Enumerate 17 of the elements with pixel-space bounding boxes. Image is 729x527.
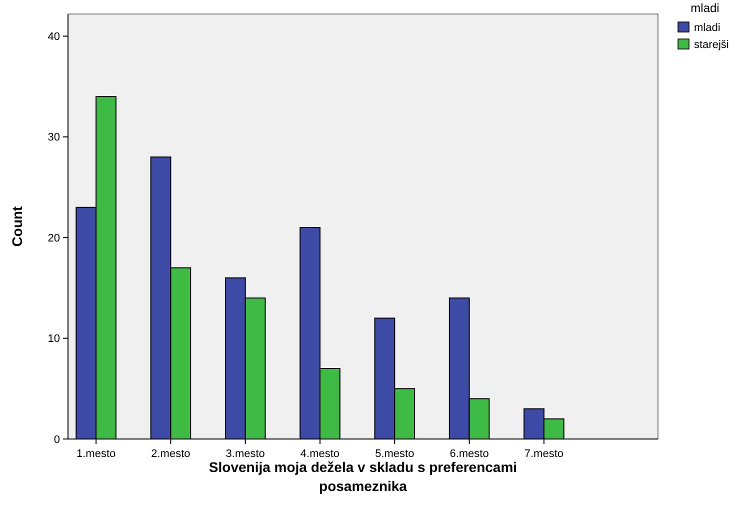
y-tick-label: 30 bbox=[48, 132, 60, 144]
x-axis-title: Slovenija moja dežela v skladu s preferencami posameznika bbox=[208, 459, 518, 494]
legend-label: mladi bbox=[694, 22, 720, 34]
x-tick-label: 4.mesto bbox=[300, 448, 340, 460]
y-tick-label: 10 bbox=[48, 333, 60, 346]
y-tick-label: 20 bbox=[48, 232, 60, 244]
y-tick-label: 40 bbox=[48, 31, 60, 44]
x-tick-label: 2.mesto bbox=[151, 448, 190, 460]
x-tick-label: 1.mesto bbox=[76, 448, 116, 460]
legend-title: mladi bbox=[690, 1, 720, 15]
x-tick-label: 3.mesto bbox=[226, 448, 265, 460]
x-tick-label: 6.mesto bbox=[450, 448, 489, 460]
x-tick-label: 5.mesto bbox=[375, 448, 414, 460]
y-axis-title: Count bbox=[9, 206, 25, 247]
legend-label: starejši bbox=[694, 39, 729, 51]
x-tick-label: 7.mesto bbox=[524, 448, 564, 460]
y-tick-label: 0 bbox=[54, 434, 60, 446]
